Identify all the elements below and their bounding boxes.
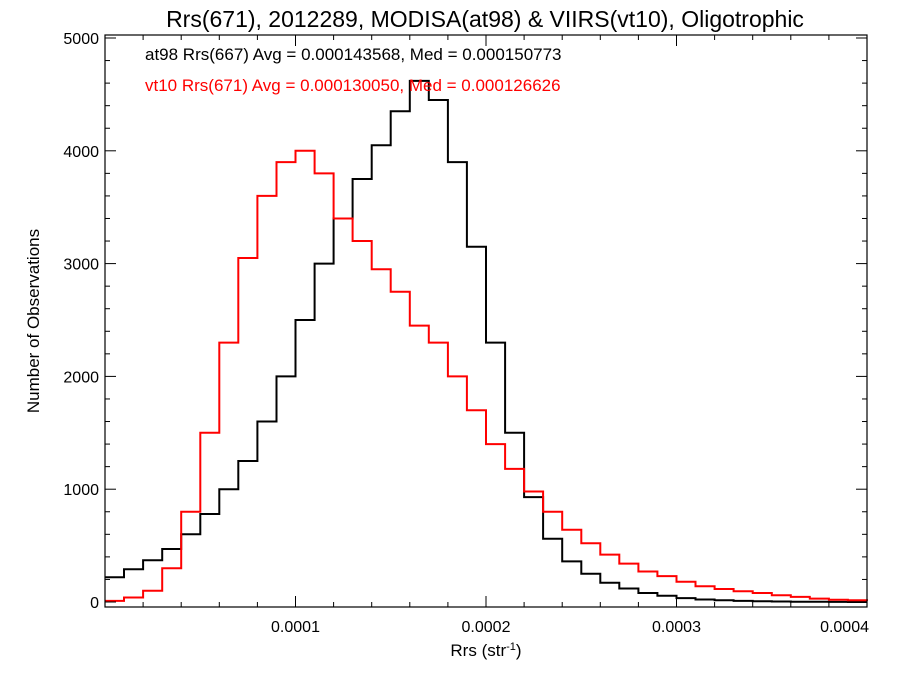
y-tick-label: 4000 <box>63 144 99 161</box>
x-axis-label-base: Rrs (str <box>450 641 506 660</box>
series-layer <box>105 79 868 603</box>
y-axis-label: Number of Observations <box>24 229 43 413</box>
x-axis-label: Rrs (str-1) <box>450 641 521 660</box>
series-line-viirs <box>105 149 868 602</box>
x-tick-label: 0.0002 <box>462 619 511 636</box>
x-tick-label: 0.0004 <box>820 619 869 636</box>
series-line-modisa <box>105 79 867 603</box>
y-tick-label: 2000 <box>63 369 99 386</box>
y-tick-label: 0 <box>90 595 99 612</box>
ticks-layer: 0.0001 0.0002 0.0003 0.0004 0 1000 2000 3000 400… <box>63 31 869 636</box>
chart-title: Rrs(671), 2012289, MODISA(at98) & VIIRS(… <box>166 6 804 32</box>
y-tick-label: 3000 <box>63 257 99 274</box>
x-tick-label: 0.0001 <box>271 619 320 636</box>
annotation-modisa: at98 Rrs(667) Avg = 0.000143568, Med = 0… <box>145 45 562 64</box>
x-axis-label-close: ) <box>516 641 522 660</box>
y-tick-label: 5000 <box>63 31 99 48</box>
y-tick-label: 1000 <box>63 482 99 499</box>
x-tick-label: 0.0003 <box>652 619 701 636</box>
x-axis-label-sup: -1 <box>506 641 516 653</box>
annotation-viirs: vt10 Rrs(671) Avg = 0.000130050, Med = 0… <box>145 76 561 95</box>
